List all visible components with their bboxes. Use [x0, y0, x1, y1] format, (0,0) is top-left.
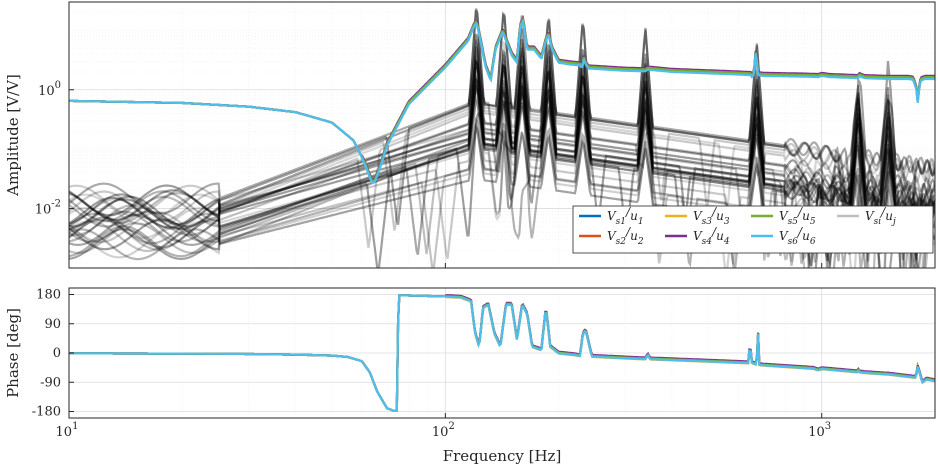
coupling-curve: [69, 77, 935, 268]
coupling-curve: [69, 72, 935, 262]
phase-y-tick-label: 90: [44, 317, 61, 332]
coupling-curve: [69, 33, 935, 237]
coupling-curve: [69, 59, 935, 248]
coupling-curve: [69, 60, 935, 235]
legend-item-s5: Vs5/u5: [751, 205, 816, 227]
legend-label: Vs2/u2: [607, 225, 644, 247]
coupling-curve: [69, 54, 935, 268]
phase-curves: [69, 294, 935, 412]
x-tick-label: 102: [432, 421, 455, 440]
amplitude-plot-frame: [68, 1, 936, 269]
legend-label: Vs6/u6: [779, 225, 816, 247]
coupling-curve: [69, 99, 935, 268]
legend-label: Vs3/u3: [693, 205, 730, 227]
coupling-curve: [69, 86, 935, 255]
amplitude-y-label: Amplitude [V/V]: [4, 74, 22, 197]
x-tick-label: 103: [808, 421, 831, 440]
amplitude-y-ticks: 10-2 100: [35, 80, 74, 218]
phase-y-tick-label: -90: [40, 375, 61, 390]
legend-label: Vs1/u1: [607, 205, 644, 227]
coupling-curve: [69, 33, 935, 261]
phase-y-label: Phase [deg]: [4, 308, 22, 398]
legend-item-s6: Vs6/u6: [751, 225, 816, 247]
phase-y-ticks: -180 -90 0 90 180: [32, 288, 74, 420]
coupling-curve: [69, 45, 935, 264]
legend-box: [572, 205, 934, 254]
coupling-curve: [69, 61, 935, 263]
phase-curve-s6: [69, 294, 935, 412]
x-tick-label: 101: [56, 421, 79, 440]
coupling-curve: [69, 56, 935, 263]
coupling-curve: [69, 84, 935, 268]
coupling-curve: [69, 38, 935, 268]
coupling-curve: [69, 50, 935, 268]
phase-y-tick-label: 180: [36, 288, 61, 303]
frequency-x-label: Frequency [Hz]: [443, 447, 562, 465]
phase-plot: -180 -90 0 90 180 101 102 103 Phase [deg] Freq…: [4, 263, 936, 465]
direct-curves: [69, 14, 935, 184]
legend-item-s3: Vs3/u3: [665, 205, 730, 227]
legend-label: Vs4/u4: [693, 225, 730, 247]
amplitude-y-tick-label: 100: [38, 80, 61, 99]
legend-item-coupling: Vsi/uj: [837, 205, 896, 227]
legend-item-s1: Vs1/u1: [579, 205, 644, 227]
coupling-curve: [69, 75, 935, 268]
amplitude-curve-s6: [69, 18, 935, 184]
legend-label: Vs5/u5: [779, 205, 816, 227]
legend-item-s4: Vs4/u4: [665, 225, 730, 247]
coupling-curve: [69, 66, 935, 268]
coupling-curve: [69, 60, 935, 268]
amplitude-y-tick-label: 10-2: [35, 199, 61, 218]
coupling-curve: [69, 97, 935, 268]
phase-y-tick-label: -180: [32, 405, 61, 420]
phase-y-tick-label: 0: [53, 346, 61, 361]
coupling-curve: [69, 56, 935, 268]
legend-item-s2: Vs2/u2: [579, 225, 644, 247]
coupling-curve: [69, 75, 935, 267]
legend-label: Vsi/uj: [865, 205, 896, 227]
